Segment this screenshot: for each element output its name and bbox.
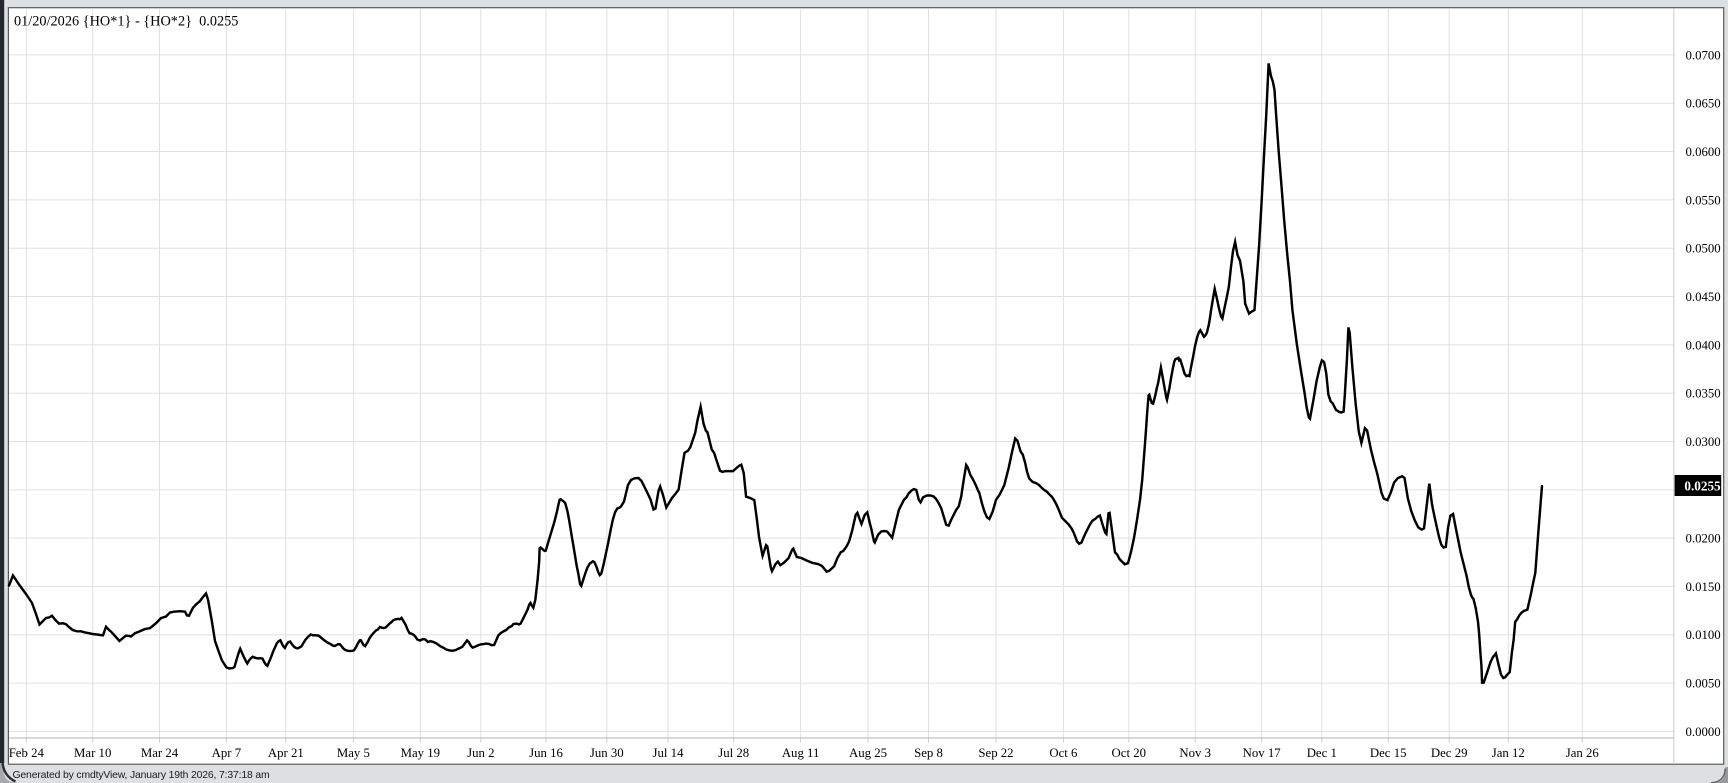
- svg-text:0.0550: 0.0550: [1686, 193, 1721, 207]
- svg-text:0.0050: 0.0050: [1686, 677, 1721, 691]
- svg-text:Sep 8: Sep 8: [914, 746, 943, 760]
- svg-text:Oct 6: Oct 6: [1049, 746, 1078, 760]
- svg-text:May 5: May 5: [337, 746, 370, 760]
- svg-text:Apr 21: Apr 21: [268, 746, 304, 760]
- svg-text:Oct 20: Oct 20: [1112, 746, 1146, 760]
- svg-text:Jul 28: Jul 28: [718, 746, 749, 760]
- svg-text:Apr 7: Apr 7: [212, 746, 242, 760]
- svg-text:Aug 11: Aug 11: [782, 746, 820, 760]
- svg-text:Dec 1: Dec 1: [1307, 746, 1337, 760]
- svg-text:0.0255: 0.0255: [1684, 479, 1721, 494]
- svg-text:Jan 26: Jan 26: [1566, 746, 1600, 760]
- svg-text:0.0450: 0.0450: [1686, 290, 1721, 304]
- svg-text:Mar 24: Mar 24: [141, 746, 179, 760]
- svg-text:0.0300: 0.0300: [1686, 435, 1721, 449]
- svg-text:Jul 14: Jul 14: [653, 746, 685, 760]
- svg-text:Generated by cmdtyView, Januar: Generated by cmdtyView, January 19th 202…: [13, 770, 270, 781]
- svg-text:Dec 15: Dec 15: [1370, 746, 1407, 760]
- svg-text:May 19: May 19: [401, 746, 440, 760]
- svg-text:Dec 29: Dec 29: [1431, 746, 1468, 760]
- svg-text:Jun 16: Jun 16: [529, 746, 563, 760]
- svg-text:0.0500: 0.0500: [1686, 242, 1721, 256]
- svg-text:0.0150: 0.0150: [1686, 580, 1721, 594]
- svg-text:Sep 22: Sep 22: [978, 746, 1013, 760]
- svg-text:Jan 12: Jan 12: [1492, 746, 1525, 760]
- svg-text:Nov 17: Nov 17: [1243, 746, 1282, 760]
- svg-text:0.0000: 0.0000: [1686, 725, 1721, 739]
- svg-text:0.0600: 0.0600: [1686, 145, 1721, 159]
- svg-text:0.0200: 0.0200: [1686, 532, 1721, 546]
- svg-text:Jun 30: Jun 30: [590, 746, 624, 760]
- svg-text:0.0650: 0.0650: [1686, 97, 1721, 111]
- svg-text:Jun 2: Jun 2: [467, 746, 494, 760]
- svg-text:0.0350: 0.0350: [1686, 387, 1721, 401]
- svg-text:Nov 3: Nov 3: [1179, 746, 1211, 760]
- svg-text:0.0100: 0.0100: [1686, 628, 1721, 642]
- svg-text:Aug 25: Aug 25: [849, 746, 887, 760]
- svg-text:Mar 10: Mar 10: [74, 746, 111, 760]
- svg-text:0.0700: 0.0700: [1686, 48, 1721, 62]
- svg-text:0.0400: 0.0400: [1686, 338, 1721, 352]
- svg-text:Feb 24: Feb 24: [9, 746, 45, 760]
- svg-text:01/20/2026 {HO*1} - {HO*2} 0.: 01/20/2026 {HO*1} - {HO*2} 0.0255: [14, 14, 238, 30]
